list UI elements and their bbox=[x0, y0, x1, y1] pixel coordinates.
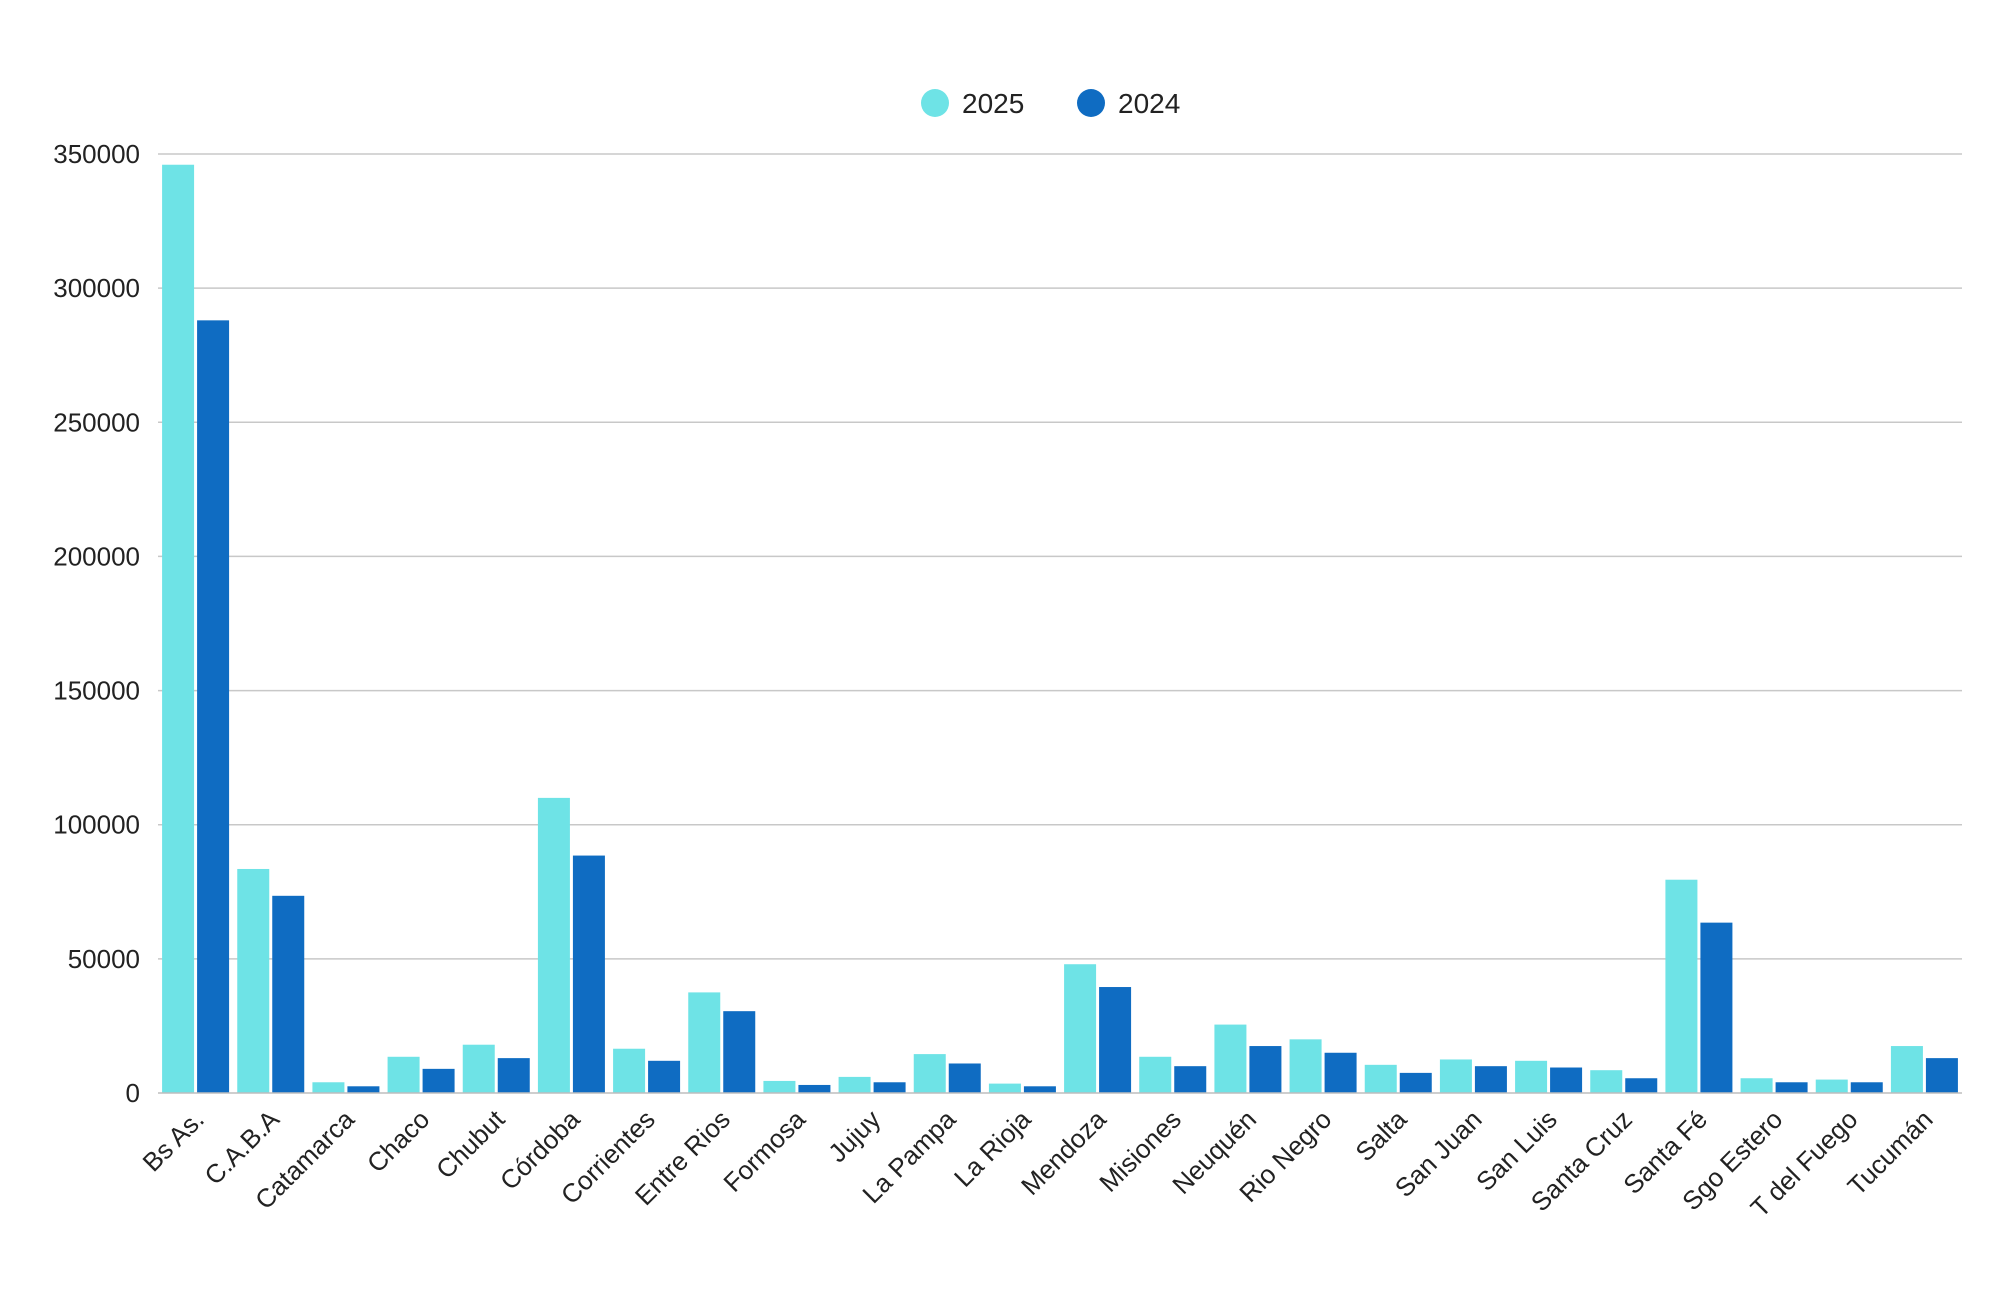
legend-label: 2025 bbox=[962, 88, 1024, 119]
bar-2025-5 bbox=[537, 797, 570, 1093]
bar-2024-18 bbox=[1550, 1067, 1583, 1093]
y-tick-label: 0 bbox=[126, 1078, 140, 1108]
legend-swatch bbox=[921, 89, 949, 117]
x-tick-label: Salta bbox=[1349, 1104, 1412, 1167]
bar-2024-3 bbox=[422, 1068, 455, 1093]
legend-item-2025: 2025 bbox=[921, 88, 1024, 119]
bar-2025-15 bbox=[1289, 1039, 1322, 1093]
bar-2025-0 bbox=[162, 164, 195, 1093]
y-tick-label: 150000 bbox=[53, 676, 140, 706]
bar-2024-10 bbox=[948, 1063, 981, 1093]
bar-2024-17 bbox=[1474, 1066, 1507, 1093]
bars bbox=[162, 164, 1958, 1093]
bar-2025-6 bbox=[613, 1048, 646, 1093]
bar-2025-12 bbox=[1064, 964, 1097, 1093]
legend-label: 2024 bbox=[1118, 88, 1180, 119]
bar-2024-15 bbox=[1324, 1052, 1357, 1093]
bar-2024-7 bbox=[723, 1011, 756, 1093]
bar-2025-2 bbox=[312, 1082, 345, 1093]
bar-2025-4 bbox=[462, 1044, 495, 1093]
bar-2024-4 bbox=[497, 1058, 530, 1093]
bar-2025-22 bbox=[1815, 1079, 1848, 1093]
bar-2024-12 bbox=[1099, 987, 1132, 1093]
bar-2025-14 bbox=[1214, 1024, 1247, 1093]
bar-2025-13 bbox=[1139, 1056, 1172, 1093]
bar-2024-22 bbox=[1850, 1082, 1883, 1093]
bar-2025-8 bbox=[763, 1080, 796, 1093]
bar-2024-9 bbox=[873, 1082, 906, 1093]
bar-2024-8 bbox=[798, 1084, 831, 1093]
bar-2025-3 bbox=[387, 1056, 420, 1093]
bar-2025-9 bbox=[838, 1076, 871, 1093]
x-tick-label: Formosa bbox=[717, 1104, 811, 1198]
x-tick-label: Bs As. bbox=[136, 1104, 209, 1177]
legend-item-2024: 2024 bbox=[1077, 88, 1180, 119]
bar-2024-11 bbox=[1023, 1086, 1056, 1093]
bar-2025-10 bbox=[913, 1054, 946, 1093]
y-tick-label: 100000 bbox=[53, 810, 140, 840]
gridlines bbox=[158, 153, 1962, 960]
y-tick-label: 250000 bbox=[53, 407, 140, 437]
bar-2024-1 bbox=[272, 895, 305, 1093]
bar-2025-1 bbox=[237, 868, 270, 1093]
bar-2025-19 bbox=[1590, 1070, 1623, 1093]
bar-2025-11 bbox=[988, 1083, 1021, 1093]
bar-2025-17 bbox=[1439, 1059, 1472, 1093]
bar-2024-5 bbox=[572, 855, 605, 1093]
bar-2024-16 bbox=[1399, 1072, 1432, 1093]
bar-2024-6 bbox=[648, 1060, 681, 1093]
bar-2024-2 bbox=[347, 1086, 380, 1093]
y-tick-label: 350000 bbox=[53, 139, 140, 169]
bar-2025-18 bbox=[1515, 1060, 1548, 1093]
bar-2024-23 bbox=[1925, 1058, 1958, 1093]
y-tick-label: 200000 bbox=[53, 541, 140, 571]
bar-2024-13 bbox=[1174, 1066, 1207, 1093]
y-axis: 0 50000 100000 150000 200000 250000 300000 3500… bbox=[53, 139, 140, 1108]
legend: 2025 2024 bbox=[921, 88, 1180, 119]
bar-2024-19 bbox=[1625, 1078, 1658, 1093]
bar-2025-20 bbox=[1665, 879, 1698, 1093]
bar-2025-16 bbox=[1364, 1064, 1397, 1093]
bar-2024-20 bbox=[1700, 922, 1733, 1093]
y-tick-label: 50000 bbox=[68, 944, 140, 974]
x-tick-label: Jujuy bbox=[822, 1104, 886, 1168]
bar-2024-0 bbox=[197, 320, 230, 1093]
legend-swatch bbox=[1077, 89, 1105, 117]
x-tick-label: Chaco bbox=[361, 1104, 435, 1178]
bar-2025-7 bbox=[688, 992, 721, 1093]
bar-2025-23 bbox=[1890, 1046, 1923, 1093]
bar-2024-14 bbox=[1249, 1046, 1282, 1093]
bar-2025-21 bbox=[1740, 1078, 1773, 1093]
bar-2024-21 bbox=[1775, 1082, 1808, 1093]
y-tick-label: 300000 bbox=[53, 273, 140, 303]
